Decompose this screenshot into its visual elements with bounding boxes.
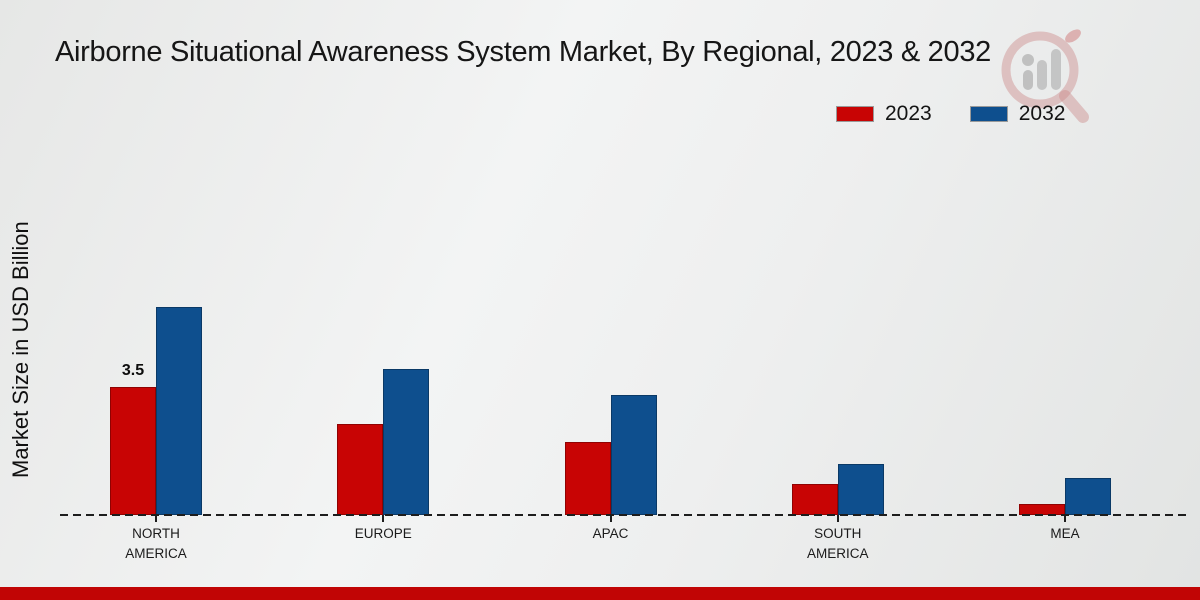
x-axis-tick	[1064, 515, 1066, 522]
bar-2023-europe	[337, 424, 384, 515]
y-axis-title: Market Size in USD Billion	[8, 221, 33, 479]
bar-2032-south-america	[837, 464, 884, 515]
magnifier-ring-icon	[1001, 31, 1079, 109]
bar-2032-mea	[1065, 478, 1111, 515]
bar-2023-apac	[564, 442, 611, 515]
bar-2023-south-america	[791, 484, 838, 515]
bar-2032-north-america	[156, 307, 202, 515]
x-axis-tick	[836, 515, 839, 522]
legend-swatch-2032	[969, 106, 1008, 122]
bar-2032-europe	[383, 369, 430, 515]
legend: 2023 2032	[836, 102, 1065, 126]
x-axis-label-apac: APAC	[592, 526, 629, 541]
logo-bar-tall-icon	[1051, 49, 1061, 90]
legend-label-2023: 2023	[885, 102, 932, 125]
x-axis-label-mea: MEA	[1050, 526, 1080, 541]
bar-2032-apac	[610, 395, 657, 515]
magnifier-bar-chart-logo-icon	[1001, 29, 1089, 123]
x-axis-label-north-america: NORTH AMERICA	[125, 526, 187, 561]
legend-item-2023: 2023	[836, 102, 932, 126]
legend-label-2032: 2032	[1018, 102, 1066, 125]
bar-value-label: 3.5	[121, 362, 145, 380]
bar-2023-north-america	[110, 387, 156, 515]
x-axis-tick	[155, 515, 157, 522]
chart-title: Airborne Situational Awareness System Ma…	[55, 36, 992, 68]
x-axis-tick	[382, 515, 385, 522]
legend-item-2032: 2032	[969, 102, 1066, 126]
x-axis-label-europe: EUROPE	[354, 526, 412, 541]
x-axis-label-south-america: SOUTH AMERICA	[806, 526, 869, 561]
footer-accent-bar	[0, 587, 1200, 600]
legend-swatch-2023	[836, 106, 874, 122]
x-axis-baseline	[60, 514, 1187, 516]
logo-bar-medium-icon	[1037, 60, 1047, 90]
x-axis-tick	[609, 515, 612, 522]
magnifier-handle-icon	[1059, 90, 1089, 123]
logo-bar-short-icon	[1023, 70, 1033, 90]
logo-person-head-icon	[1022, 54, 1034, 66]
logo-leaf-icon	[1065, 29, 1081, 43]
